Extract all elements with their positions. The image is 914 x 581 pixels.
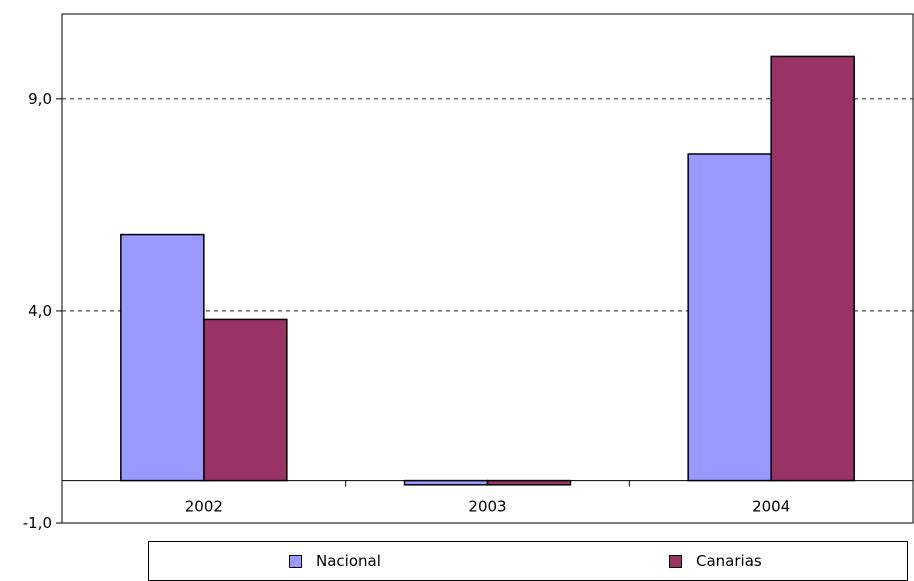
legend-item-canarias: Canarias bbox=[669, 552, 762, 570]
legend-swatch-canarias bbox=[669, 554, 682, 568]
bar-canarias-2002 bbox=[203, 318, 288, 482]
bar-canarias-2004 bbox=[770, 55, 855, 482]
x-tick-label: 2002 bbox=[185, 498, 223, 516]
bar-canarias-2003 bbox=[486, 479, 572, 486]
legend: Nacional Canarias bbox=[148, 541, 908, 581]
y-tick-label: 4,0 bbox=[28, 302, 52, 320]
bar-nacional-2003 bbox=[403, 479, 489, 486]
y-tick-label: -1,0 bbox=[23, 514, 52, 532]
bar-nacional-2004 bbox=[687, 153, 772, 482]
legend-swatch-nacional bbox=[289, 554, 302, 568]
plot-area-border bbox=[61, 13, 914, 524]
x-tick-label: 2003 bbox=[468, 498, 506, 516]
bar-nacional-2002 bbox=[120, 233, 205, 482]
legend-label-nacional: Nacional bbox=[316, 552, 381, 570]
legend-label-canarias: Canarias bbox=[696, 552, 762, 570]
legend-item-nacional: Nacional bbox=[289, 552, 381, 570]
y-tick-label: 9,0 bbox=[28, 90, 52, 108]
x-tick-label: 2004 bbox=[752, 498, 790, 516]
